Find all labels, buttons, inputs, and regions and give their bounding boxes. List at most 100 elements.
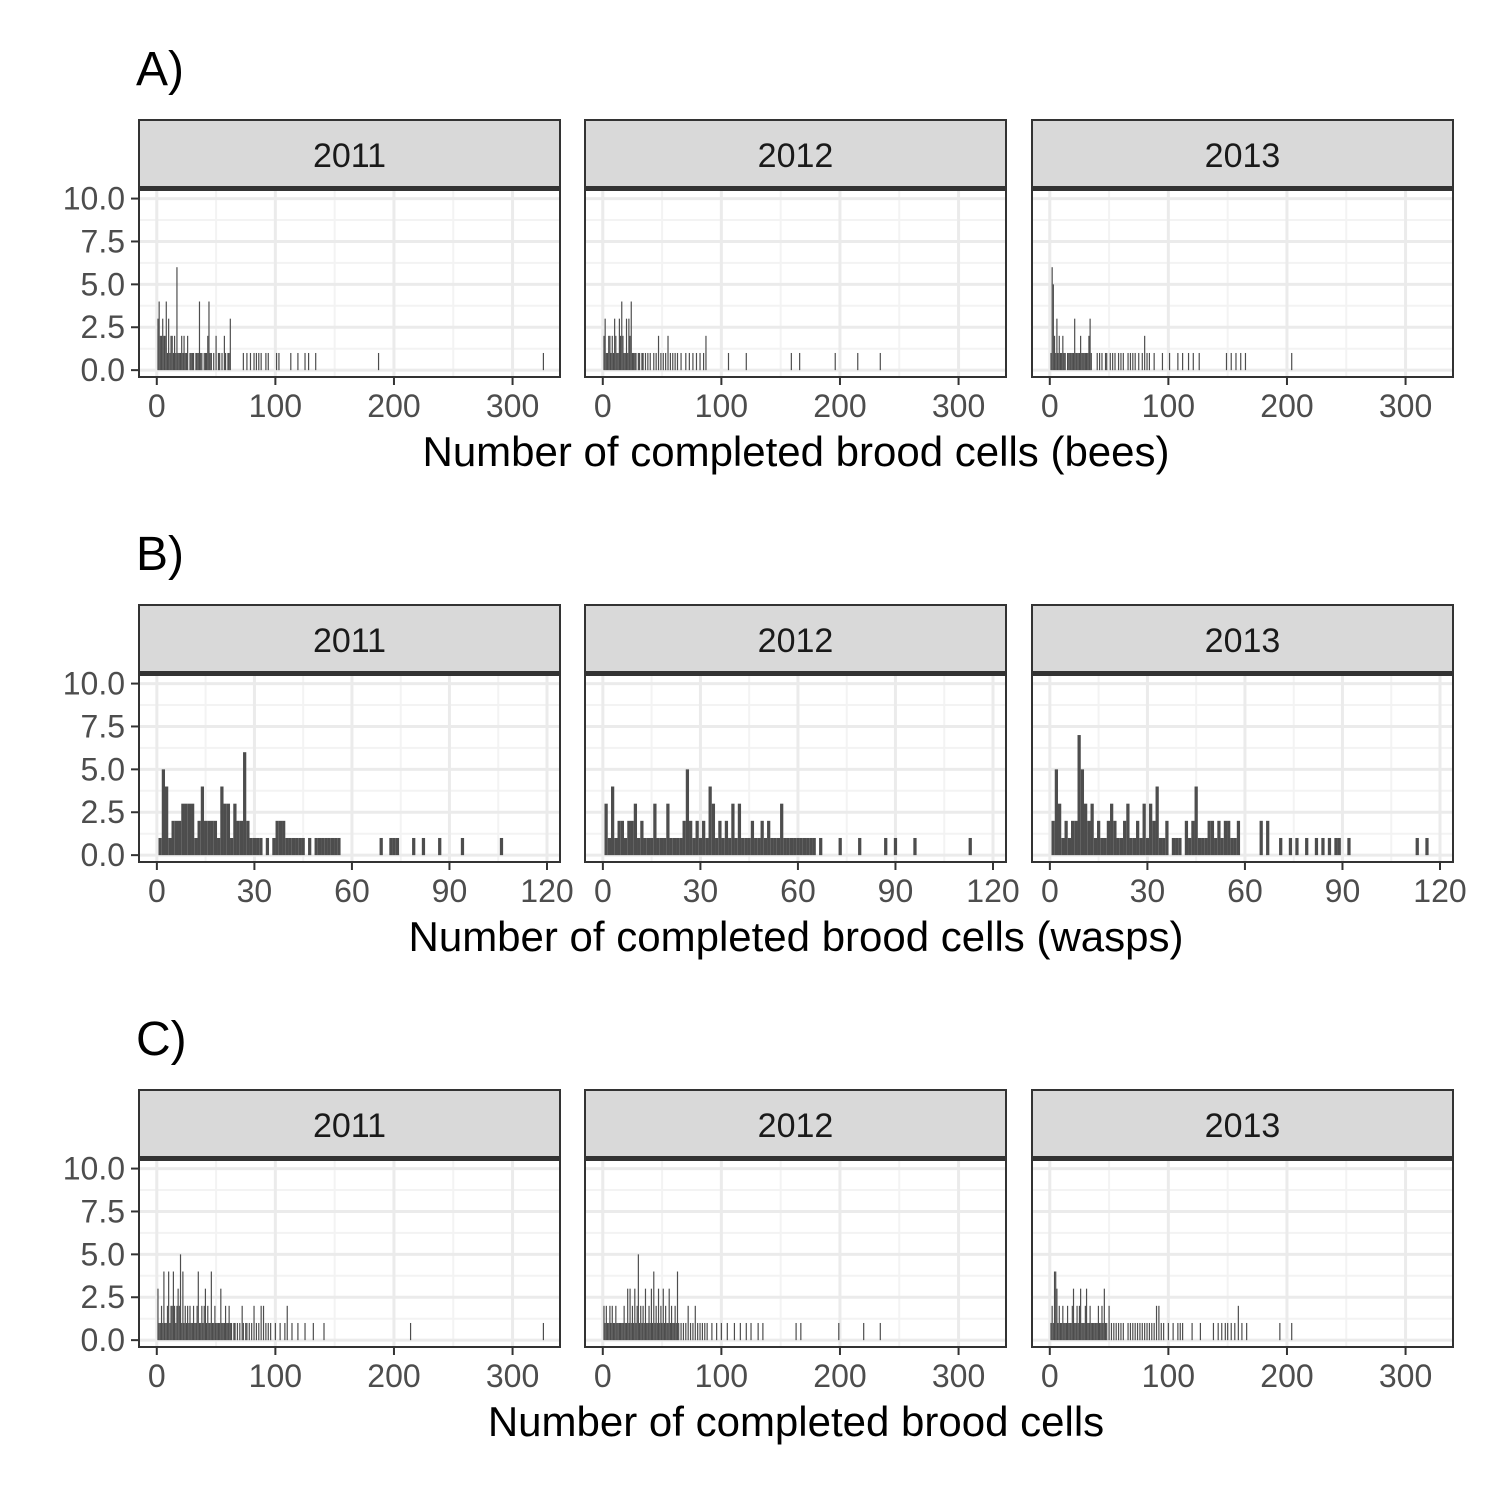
histogram-bar (317, 837, 322, 856)
histogram-bar (1099, 1322, 1101, 1341)
histogram-bar (275, 352, 278, 371)
histogram-bar (609, 1305, 611, 1341)
histogram-bar (246, 352, 248, 371)
histogram-bar (1089, 1305, 1091, 1341)
histogram-bar (603, 1305, 605, 1341)
histogram-bar (1081, 352, 1083, 371)
histogram-bar (184, 352, 186, 371)
histogram-bar (1080, 1288, 1082, 1341)
histogram-bar (718, 820, 722, 856)
histogram-bar (857, 352, 859, 371)
histogram-bar (624, 837, 628, 856)
x-tick-label: 300 (486, 1358, 539, 1394)
histogram-bar (634, 1288, 636, 1341)
histogram-bar (1061, 1322, 1063, 1341)
histogram-bar (173, 335, 176, 371)
facet-strip-label: 2012 (758, 137, 834, 175)
histogram-bar (307, 352, 310, 371)
histogram-bar (1090, 1322, 1092, 1341)
histogram-bar (646, 1322, 648, 1341)
facet-strip (138, 1089, 561, 1159)
histogram-bar (1214, 837, 1218, 856)
histogram-bar (196, 352, 198, 371)
histogram-bar (636, 1305, 638, 1341)
histogram-bar (170, 1305, 172, 1341)
histogram-bar (1182, 1322, 1184, 1341)
histogram-bar (233, 803, 237, 856)
histogram-bar (1314, 837, 1319, 856)
histogram-bar (178, 1305, 180, 1341)
histogram-bar (389, 837, 393, 856)
histogram-bar (1165, 820, 1169, 856)
histogram-bar (611, 335, 613, 371)
histogram-bar (1204, 837, 1208, 856)
histogram-bar (607, 837, 612, 856)
histogram-bar (160, 335, 163, 371)
y-tick-label: 10.0 (63, 1151, 125, 1187)
histogram-bar (697, 1322, 699, 1341)
facet-strip (1031, 1089, 1454, 1159)
y-tick-label: 7.5 (81, 223, 125, 259)
histogram-bar (1103, 1288, 1105, 1341)
histogram-bar (178, 352, 180, 371)
histogram-bar (179, 1254, 182, 1341)
facet-strip-label: 2013 (1205, 137, 1281, 175)
histogram-bar (177, 352, 179, 371)
histogram-bar (682, 1322, 685, 1341)
histogram-bar (220, 786, 224, 856)
histogram-bar (643, 1322, 645, 1341)
histogram-bar (615, 1305, 617, 1341)
histogram-bar (291, 837, 296, 856)
histogram-bar (259, 837, 263, 856)
histogram-bar (312, 1322, 314, 1341)
histogram-bar (1132, 1322, 1134, 1341)
histogram-bar (222, 1322, 224, 1341)
histogram-bar (1080, 335, 1082, 371)
histogram-bar (1100, 837, 1104, 856)
histogram-bar (676, 837, 680, 856)
y-tick-label: 0.0 (81, 352, 125, 388)
histogram-bar (1207, 820, 1211, 856)
histogram-bar (669, 837, 673, 856)
histogram-bar (644, 352, 647, 371)
histogram-bar (809, 837, 813, 856)
histogram-bar (265, 1322, 267, 1341)
histogram-bar (1117, 352, 1120, 371)
histogram-bar (1230, 1322, 1232, 1341)
histogram-bar (163, 1271, 165, 1341)
histogram-bar (221, 352, 223, 371)
histogram-bar (726, 1322, 728, 1341)
y-tick-label: 2.5 (81, 1279, 125, 1315)
histogram-bar (1149, 803, 1153, 856)
histogram-bar (239, 820, 244, 856)
histogram-bar (1062, 335, 1064, 371)
histogram-bar (674, 352, 676, 371)
x-axis-title: Number of completed brood cells (488, 1398, 1104, 1445)
histogram-bar (1197, 837, 1202, 856)
histogram-bar (1061, 837, 1065, 856)
histogram-bar (409, 1322, 412, 1341)
histogram-bar (1337, 837, 1341, 856)
histogram-bar (660, 1305, 662, 1341)
histogram-bar (1091, 1322, 1094, 1341)
histogram-bar (657, 1288, 660, 1341)
histogram-bar (688, 352, 690, 371)
histogram-bar (611, 786, 615, 856)
histogram-bar (1087, 820, 1091, 856)
histogram-bar (1116, 837, 1120, 856)
histogram-bar (204, 352, 207, 371)
histogram-bar (605, 352, 607, 371)
histogram-bar (627, 820, 631, 856)
histogram-bar (757, 837, 761, 856)
x-tick-label: 90 (1325, 873, 1361, 909)
chart-panel-c: C) 2011 0 100 200 300 0.0 2.5 5.0 7.5 10.0 2012 0 100… (63, 1013, 1454, 1445)
histogram-bar (202, 1322, 204, 1341)
histogram-bar (741, 837, 745, 856)
histogram-bar (285, 837, 289, 856)
histogram-bar (625, 318, 628, 371)
histogram-bar (173, 1305, 176, 1341)
histogram-bar (248, 1322, 250, 1341)
histogram-bar (301, 837, 305, 856)
histogram-bar (676, 1271, 679, 1341)
histogram-bar (1101, 1305, 1103, 1341)
